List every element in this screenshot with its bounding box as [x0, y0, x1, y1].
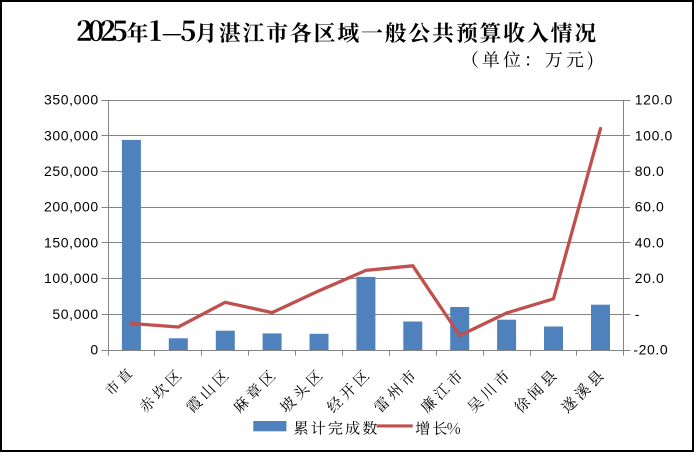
svg-text:0: 0	[90, 342, 98, 358]
svg-text:20.0: 20.0	[635, 270, 665, 286]
svg-text:150,000: 150,000	[44, 235, 99, 251]
svg-text:80.0: 80.0	[635, 163, 665, 179]
svg-text:40.0: 40.0	[635, 235, 665, 251]
svg-text:120.0: 120.0	[635, 92, 673, 108]
svg-text:60.0: 60.0	[635, 199, 665, 215]
svg-text:-: -	[635, 306, 640, 322]
svg-text:100,000: 100,000	[44, 270, 99, 286]
svg-text:350,000: 350,000	[44, 92, 99, 108]
svg-text:300,000: 300,000	[44, 127, 99, 143]
svg-text:100.0: 100.0	[635, 127, 673, 143]
svg-text:-20.0: -20.0	[633, 342, 668, 358]
svg-text:200,000: 200,000	[44, 199, 99, 215]
svg-text:250,000: 250,000	[44, 163, 99, 179]
svg-text:50,000: 50,000	[52, 306, 98, 322]
